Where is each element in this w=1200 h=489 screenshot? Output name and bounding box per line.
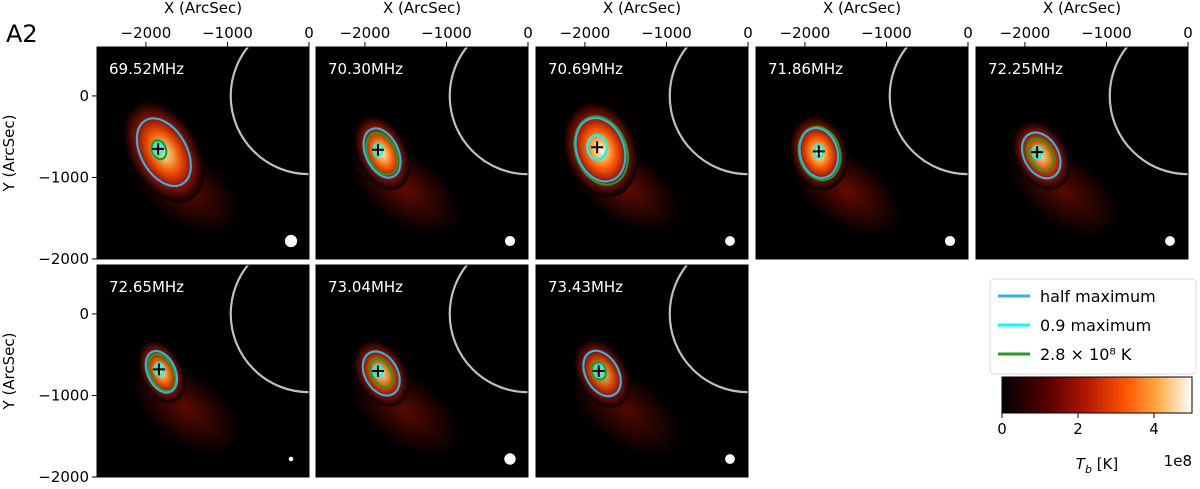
panel: 70.30MHz −2000 −1000 0 X (ArcSec) [315,0,533,260]
beam-marker [944,235,956,247]
x-tick-label: −1000 [421,24,472,42]
y-axis-label: Y (ArcSec) [0,333,18,411]
panel: 72.25MHz −2000 −1000 0 X (ArcSec) [975,0,1193,260]
solar-limb [888,47,968,176]
nine-tenths-contour [586,133,609,161]
panel: 72.65MHz 0 −1000 −2000 Y (ArcSec) [0,264,310,486]
threshold-contour [147,353,177,393]
half-max-contour [362,127,402,179]
panel: 73.04MHz [315,264,529,478]
threshold-contour [150,139,168,161]
x-tick-label: −1000 [641,24,692,42]
half-max-contour [582,349,622,398]
solar-limb [229,47,309,176]
solar-limb [448,47,528,176]
x-tick-label: −1000 [202,24,253,42]
peak-marker [371,143,384,156]
legend: half maximum 0.9 maximum 2.8 × 10⁸ K [989,278,1197,375]
colorbar-exponent: 1e8 [1164,452,1192,470]
radio-source [123,101,205,203]
half-max-contour [361,350,401,397]
y-tick-label: −2000 [38,468,89,486]
colorbar: 0 2 4 1e8 Tb [K] [997,376,1193,476]
beam-marker [504,453,516,465]
beam-marker [288,456,294,462]
solar-limb [229,265,309,394]
radio-source [563,102,638,198]
x-tick-label: 0 [1183,24,1193,42]
x-tick-label: −1000 [861,24,912,42]
colorbar-label: Tb [K] [1076,455,1118,476]
peak-marker [591,141,604,154]
colorbar-tick-label: 2 [1073,420,1083,438]
x-tick-label: −1000 [1081,24,1132,42]
peak-marker [152,142,165,155]
colorbar-gradient [1001,376,1193,414]
frequency-label: 72.25MHz [988,60,1063,78]
x-axis-label: X (ArcSec) [164,0,242,17]
solar-limb [668,265,748,394]
x-axis-label: X (ArcSec) [1043,0,1121,17]
x-tick-label: 0 [743,24,753,42]
half-max-contour [144,349,179,394]
frequency-label: 69.52MHz [109,60,184,78]
x-tick-label: 0 [523,24,533,42]
half-max-contour [1020,131,1062,180]
threshold-contour [365,131,399,176]
frequency-label: 73.43MHz [548,278,623,296]
x-axis-label: X (ArcSec) [603,0,681,17]
y-tick-label: −1000 [38,386,89,404]
y-axis-label: Y (ArcSec) [0,115,18,193]
peak-marker [152,363,165,376]
x-tick-label: −2000 [340,24,391,42]
y-tick-label: 0 [79,87,89,105]
peak-marker [371,365,384,377]
colorbar-tick-label: 4 [1149,420,1159,438]
y-tick-label: 0 [79,305,89,323]
colorbar-tick-label: 0 [997,420,1007,438]
legend-label: 2.8 × 10⁸ K [1040,345,1132,364]
half-max-contour [135,117,192,188]
half-max-contour [574,116,627,183]
y-tick-label: −1000 [38,168,89,186]
peak-marker [592,365,605,377]
x-tick-label: −2000 [780,24,831,42]
y-tick-label: −2000 [38,250,89,268]
threshold-contour [1026,137,1055,172]
frequency-label: 72.65MHz [109,278,184,296]
threshold-contour [573,115,629,186]
x-tick-label: −2000 [1000,24,1051,42]
panel: 73.43MHz [535,264,749,478]
x-tick-label: 0 [963,24,973,42]
panel: 69.52MHz −2000 −1000 0 X (ArcSec) 0 −1000 −2000… [0,0,314,268]
legend-label: 0.9 maximum [1040,316,1151,335]
threshold-contour [368,357,394,389]
beam-marker [284,234,298,248]
peak-marker [812,145,825,158]
frequency-label: 70.30MHz [328,60,403,78]
peak-marker [1031,146,1044,159]
beam-marker [1165,236,1175,246]
x-tick-label: 0 [304,24,314,42]
beam-marker [725,454,735,464]
solar-limb [668,47,748,176]
figure-label: A2 [6,20,38,48]
frequency-label: 73.04MHz [328,278,403,296]
x-axis-label: X (ArcSec) [823,0,901,17]
frequency-label: 70.69MHz [548,60,623,78]
x-axis-label: X (ArcSec) [383,0,461,17]
beam-marker [725,236,735,246]
threshold-contour [590,361,607,381]
x-tick-label: −2000 [560,24,611,42]
solar-limb [448,265,528,394]
beam-marker [504,235,516,247]
legend-label: half maximum [1040,287,1156,306]
panel: 70.69MHz −2000 −1000 0 X (ArcSec) [535,0,753,260]
half-max-contour [798,127,840,179]
x-tick-label: −2000 [121,24,172,42]
panel: 71.86MHz −2000 −1000 0 X (ArcSec) [755,0,973,260]
frequency-label: 71.86MHz [768,60,843,78]
